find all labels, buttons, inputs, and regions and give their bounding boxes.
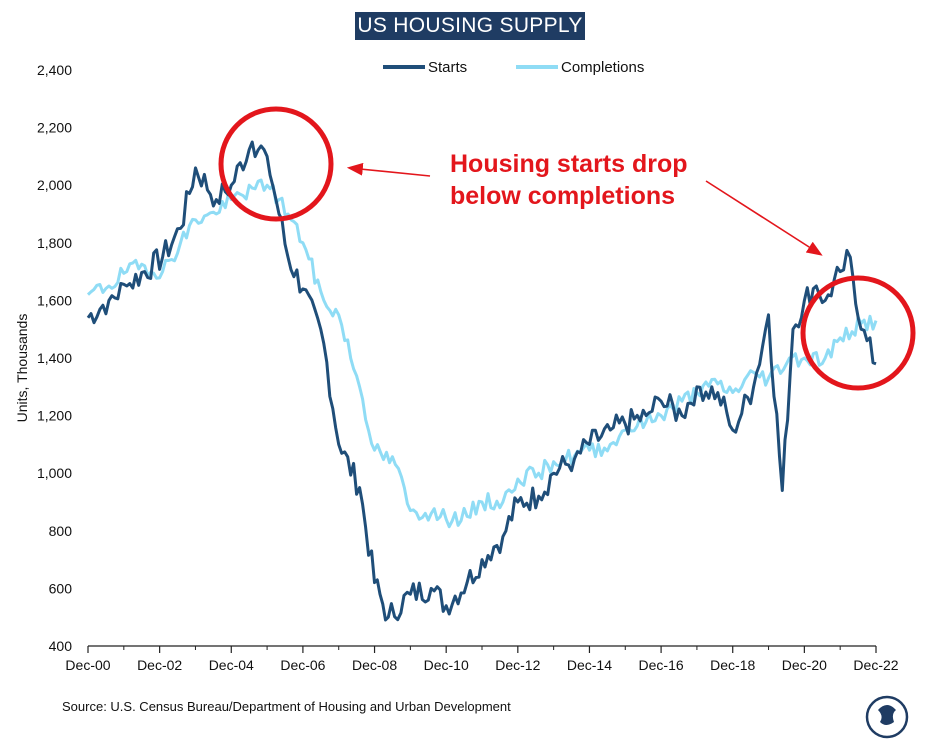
y-tick-label: 800 [49, 523, 73, 539]
x-tick-label: Dec-02 [137, 657, 182, 673]
y-tick-label: 2,000 [37, 177, 72, 193]
chart-title: US HOUSING SUPPLY [355, 12, 585, 40]
y-tick-label: 1,200 [37, 408, 72, 424]
y-axis-label: Units, Thousands [14, 314, 30, 423]
x-tick-label: Dec-10 [424, 657, 469, 673]
x-tick-label: Dec-06 [280, 657, 325, 673]
callouts [218, 106, 916, 391]
highlight-circle-2022 [800, 275, 916, 391]
highlight-circle-2005 [218, 106, 334, 222]
x-tick-label: Dec-04 [209, 657, 254, 673]
logo-figure [878, 705, 896, 725]
series-line-starts [86, 140, 877, 622]
series-line-completions [86, 178, 878, 529]
arrow-left [346, 162, 431, 177]
x-tick-label: Dec-18 [710, 657, 755, 673]
x-tick-label: Dec-08 [352, 657, 397, 673]
x-tick-label: Dec-14 [567, 657, 612, 673]
source-note: Source: U.S. Census Bureau/Department of… [62, 699, 511, 714]
y-tick-label: 1,000 [37, 465, 72, 481]
y-tick-label: 600 [49, 580, 73, 596]
x-tick-label: Dec-20 [782, 657, 827, 673]
y-tick-label: 1,800 [37, 235, 72, 251]
legend-label: Starts [428, 59, 467, 76]
x-tick-label: Dec-22 [853, 657, 898, 673]
legend-label: Completions [561, 59, 644, 76]
x-tick-label: Dec-00 [65, 657, 110, 673]
annotation-line-2: below completions [450, 182, 676, 210]
y-tick-label: 1,600 [37, 292, 72, 308]
logo-circle [865, 695, 909, 739]
y-tick-label: 400 [49, 638, 73, 654]
arrow-right [705, 180, 823, 256]
x-tick-label: Dec-12 [495, 657, 540, 673]
legend: Starts Completions [383, 59, 644, 76]
y-tick-label: 2,200 [37, 120, 72, 136]
y-tick-label: 1,400 [37, 350, 72, 366]
sophia-logo [865, 695, 909, 739]
y-tick-label: 2,400 [37, 62, 72, 78]
x-tick-label: Dec-16 [639, 657, 684, 673]
axes: 400 600 800 1,000 1,200 1,400 1,600 1,800 2,000 2… [14, 62, 899, 673]
series-layer [86, 140, 878, 622]
annotation-text: Housing starts drop below completions [450, 148, 688, 212]
annotation-line-1: Housing starts drop [450, 150, 688, 178]
